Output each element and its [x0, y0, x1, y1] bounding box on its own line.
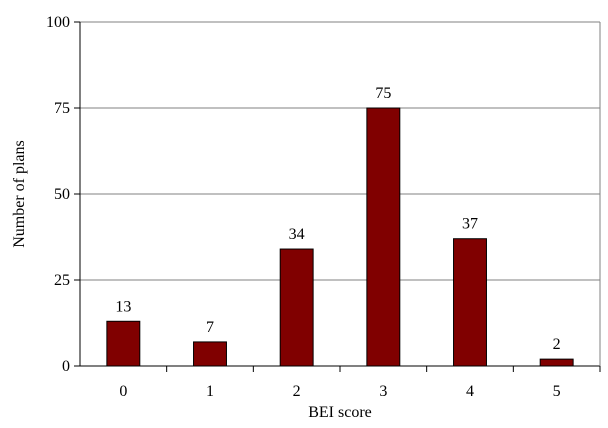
x-tick-label: 5 — [553, 383, 561, 400]
bar-4 — [453, 238, 487, 367]
data-label-3: 75 — [375, 85, 391, 102]
data-label-2: 34 — [289, 226, 305, 243]
bar-2 — [279, 248, 314, 367]
axes — [74, 21, 601, 372]
x-tick-labels: 0 1 2 3 4 5 — [119, 383, 560, 400]
x-tick-label: 1 — [206, 383, 214, 400]
data-labels: 13 7 34 75 37 2 — [115, 85, 560, 353]
x-tick-label: 2 — [293, 383, 301, 400]
y-tick-label: 50 — [54, 186, 70, 203]
y-tick-label: 0 — [62, 358, 70, 375]
y-tick-label: 75 — [54, 100, 70, 117]
y-axis-title: Number of plans — [11, 140, 28, 248]
bar-5 — [539, 358, 574, 367]
x-axis-title: BEI score — [308, 404, 372, 421]
data-label-5: 2 — [553, 336, 561, 353]
y-tick-label: 100 — [46, 14, 70, 31]
y-tick-label: 25 — [54, 272, 70, 289]
x-tick-label: 4 — [466, 383, 474, 400]
bar-0 — [106, 320, 141, 367]
data-label-4: 37 — [462, 216, 478, 233]
x-tick-label: 0 — [119, 383, 127, 400]
gridlines — [80, 21, 600, 281]
data-label-0: 13 — [115, 298, 131, 315]
bar-3 — [366, 107, 401, 367]
bar-1 — [193, 341, 227, 367]
data-label-1: 7 — [206, 319, 214, 336]
bars — [106, 107, 574, 367]
y-tick-labels: 0 25 50 75 100 — [46, 14, 70, 375]
x-tick-label: 3 — [379, 383, 387, 400]
